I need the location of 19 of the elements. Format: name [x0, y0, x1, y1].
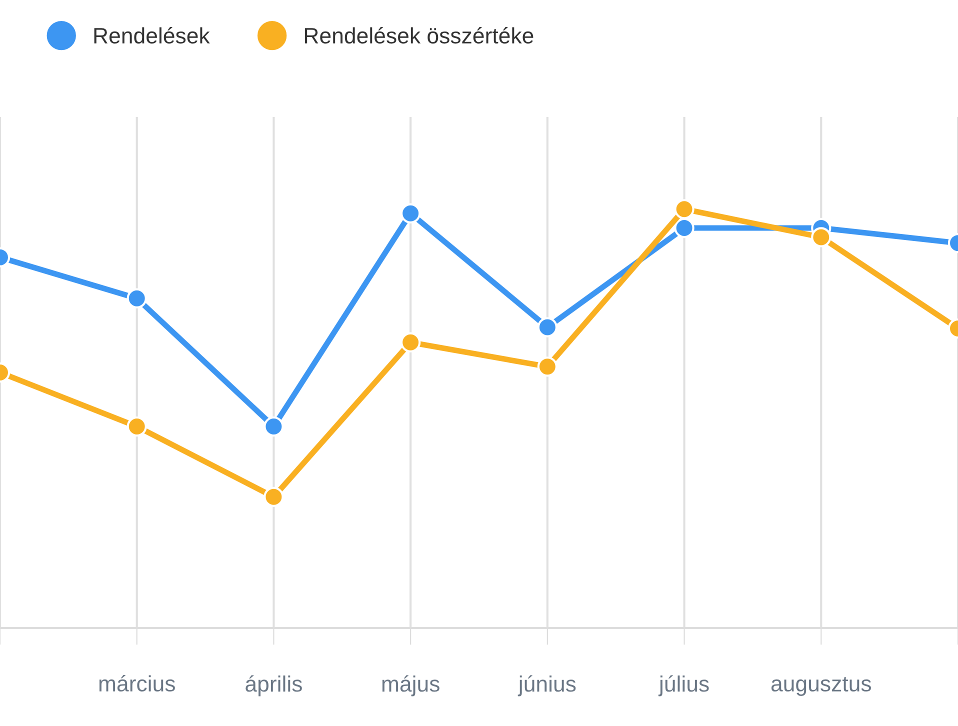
x-tick-label: április	[246, 675, 302, 696]
point	[674, 218, 694, 238]
point	[674, 199, 694, 220]
point	[400, 203, 421, 224]
point	[126, 288, 147, 308]
legend-label: Rendelések összértéke	[305, 27, 534, 44]
x-tick-label: március	[99, 674, 175, 692]
x-tick-label: május	[382, 675, 440, 696]
point	[537, 317, 558, 338]
x-tick-label: augusztus	[771, 676, 871, 696]
point	[537, 356, 558, 377]
point	[264, 486, 284, 507]
point	[126, 416, 147, 437]
point	[264, 416, 284, 437]
x-tick-label: június	[518, 675, 576, 696]
x-tick-label: július	[658, 675, 709, 696]
point	[400, 332, 421, 352]
legend-label: Rendelések	[94, 27, 210, 44]
point	[811, 227, 832, 248]
